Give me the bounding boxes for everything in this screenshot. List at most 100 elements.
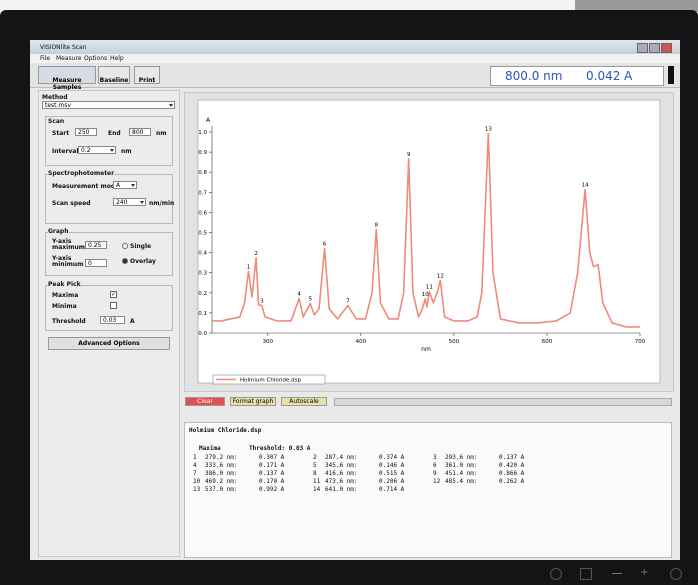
- peak-wavelength: 416.6 nm:: [325, 470, 358, 477]
- x-tick-label: 600: [542, 339, 553, 345]
- format-graph-button[interactable]: Format graph: [230, 397, 276, 406]
- title-bar: VISIONlite Scan: [30, 40, 680, 54]
- peak-index: 4: [193, 462, 197, 469]
- radio[interactable]: [122, 258, 128, 264]
- scrollbar[interactable]: [334, 398, 672, 406]
- y-tick-label: 0.7: [198, 190, 207, 196]
- group-box: [45, 116, 173, 166]
- peak-wavelength: 451.4 nm:: [445, 470, 478, 477]
- x-tick-label: 500: [449, 339, 460, 345]
- label: End: [108, 130, 121, 137]
- label: Y-axis minimum: [52, 255, 84, 268]
- peak-label: 11: [426, 285, 433, 291]
- label: Scan speed: [52, 200, 91, 207]
- spectrum-line: [212, 132, 640, 328]
- maximize-button[interactable]: [649, 43, 660, 53]
- x-tick-label: 700: [635, 339, 646, 345]
- radio[interactable]: [122, 243, 128, 249]
- plot-frame: [197, 99, 661, 384]
- checkbox[interactable]: ✓: [110, 291, 117, 298]
- label: Y-axis maximum: [52, 238, 86, 251]
- peak-index: 11: [313, 478, 321, 485]
- unit: nm: [156, 130, 167, 137]
- group-title: Spectrophotometer: [48, 170, 115, 177]
- x-tick-label: 300: [263, 339, 274, 345]
- method-select[interactable]: test.msv: [42, 101, 175, 109]
- y-tick-label: 0.1: [198, 311, 207, 317]
- peak-index: 2: [313, 454, 317, 461]
- absorbance-readout: 0.042 A: [586, 69, 633, 83]
- end-input[interactable]: 800: [129, 128, 151, 136]
- peak-label: 2: [254, 251, 258, 257]
- peak-absorbance: 0.170 A: [259, 478, 285, 485]
- advanced-options-button[interactable]: Advanced Options: [48, 337, 170, 350]
- checkbox[interactable]: [110, 302, 117, 309]
- status-block: [668, 66, 674, 84]
- peak-absorbance: 0.374 A: [379, 454, 405, 461]
- mode-select[interactable]: A: [113, 181, 137, 189]
- peak-label: 1: [247, 264, 251, 270]
- label: Interval: [52, 148, 79, 155]
- menu-bar: File Measure Options Help: [30, 54, 680, 63]
- peak-label: 12: [437, 273, 444, 279]
- peak-index: 13: [193, 486, 201, 493]
- x-tick-label: 400: [356, 339, 367, 345]
- minimize-button[interactable]: [637, 43, 648, 53]
- unit: nm/min: [149, 200, 175, 207]
- baseline-button[interactable]: Baseline: [98, 66, 130, 84]
- group-box: [45, 285, 173, 331]
- bezel-icon[interactable]: [580, 568, 592, 580]
- menu-item[interactable]: Options: [84, 55, 108, 62]
- peak-label: 6: [323, 242, 327, 248]
- group-title: Peak Pick: [48, 281, 81, 288]
- peak-absorbance: 0.866 A: [499, 470, 525, 477]
- peak-index: 10: [193, 478, 201, 485]
- legend-box: [212, 374, 326, 385]
- menu-item[interactable]: File: [40, 55, 51, 62]
- label: Method: [42, 94, 68, 101]
- peak-label: 9: [407, 152, 411, 158]
- bezel-icon[interactable]: [612, 573, 622, 574]
- peak-absorbance: 0.992 A: [259, 486, 285, 493]
- results-panel: Holmium Chloride.dsp Maxima Threshold: 0…: [184, 422, 672, 558]
- ymin-input[interactable]: 0: [85, 259, 107, 267]
- peak-label: 14: [582, 182, 589, 188]
- peak-wavelength: 333.6 nm:: [205, 462, 238, 469]
- print-button[interactable]: Print: [134, 66, 160, 84]
- results-file: Holmium Chloride.dsp: [189, 427, 262, 434]
- readout: 800.0 nm 0.042 A: [490, 66, 664, 86]
- peak-wavelength: 293.6 nm:: [445, 454, 478, 461]
- peak-index: 9: [433, 470, 437, 477]
- label: Start: [52, 130, 70, 137]
- peak-index: 5: [313, 462, 317, 469]
- peak-wavelength: 287.4 nm:: [325, 454, 358, 461]
- y-tick-label: 0.4: [198, 251, 207, 257]
- peak-absorbance: 0.307 A: [259, 454, 285, 461]
- threshold-input[interactable]: 0.03: [100, 316, 125, 324]
- peak-absorbance: 0.714 A: [379, 486, 405, 493]
- peak-index: 6: [433, 462, 437, 469]
- bezel-icon[interactable]: +: [640, 567, 649, 578]
- menu-item[interactable]: Help: [110, 55, 124, 62]
- bezel-icon[interactable]: [670, 568, 682, 580]
- clear-button[interactable]: Clear: [185, 397, 225, 406]
- interval-select[interactable]: 0.2: [78, 146, 116, 154]
- bezel-icon[interactable]: [550, 568, 562, 580]
- peak-label: 13: [485, 127, 492, 133]
- unit: A: [130, 318, 135, 325]
- y-tick-label: 0.9: [198, 150, 207, 156]
- close-button[interactable]: [661, 43, 672, 53]
- autoscale-button[interactable]: Autoscale: [281, 397, 327, 406]
- menu-item[interactable]: Measure: [56, 55, 82, 62]
- label: Measurement mode: [52, 183, 120, 190]
- speed-select[interactable]: 240: [113, 198, 146, 206]
- toolbar: Measure Samples Baseline Print 800.0 nm …: [30, 63, 680, 91]
- results-heading: Maxima: [199, 445, 221, 452]
- peak-wavelength: 485.4 nm:: [445, 478, 478, 485]
- peak-wavelength: 279.2 nm:: [205, 454, 238, 461]
- start-input[interactable]: 250: [75, 128, 97, 136]
- measure-samples-button[interactable]: Measure Samples: [38, 66, 96, 91]
- ymax-input[interactable]: 0.25: [85, 241, 107, 249]
